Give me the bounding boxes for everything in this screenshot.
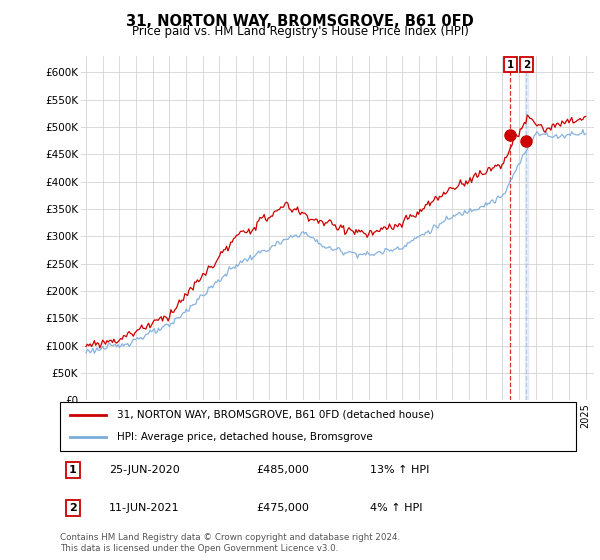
Text: 25-JUN-2020: 25-JUN-2020 [109, 465, 180, 475]
Text: 11-JUN-2021: 11-JUN-2021 [109, 503, 179, 513]
Bar [525, 56, 528, 400]
Text: Contains HM Land Registry data © Crown copyright and database right 2024.
This d: Contains HM Land Registry data © Crown c… [60, 533, 400, 553]
Text: 31, NORTON WAY, BROMSGROVE, B61 0FD (detached house): 31, NORTON WAY, BROMSGROVE, B61 0FD (det… [117, 410, 434, 420]
Text: 13% ↑ HPI: 13% ↑ HPI [370, 465, 429, 475]
Text: Price paid vs. HM Land Registry's House Price Index (HPI): Price paid vs. HM Land Registry's House … [131, 25, 469, 38]
Text: 1: 1 [507, 59, 514, 69]
FancyBboxPatch shape [60, 402, 576, 451]
Text: £475,000: £475,000 [256, 503, 309, 513]
Text: 4% ↑ HPI: 4% ↑ HPI [370, 503, 422, 513]
Text: 1: 1 [69, 465, 77, 475]
Text: 31, NORTON WAY, BROMSGROVE, B61 0FD: 31, NORTON WAY, BROMSGROVE, B61 0FD [126, 14, 474, 29]
Text: 2: 2 [69, 503, 77, 513]
Text: HPI: Average price, detached house, Bromsgrove: HPI: Average price, detached house, Brom… [117, 432, 373, 442]
Text: £485,000: £485,000 [256, 465, 309, 475]
Text: 2: 2 [523, 59, 530, 69]
